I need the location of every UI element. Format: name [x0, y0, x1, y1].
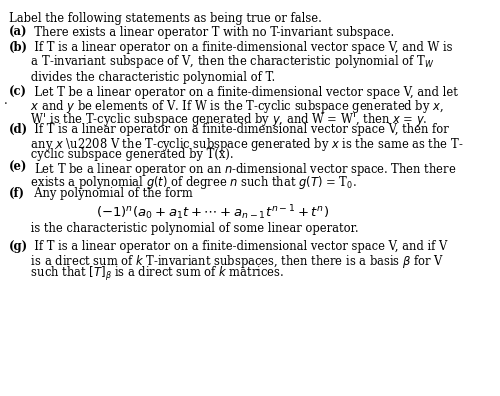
Text: cyclic subspace generated by T(x).: cyclic subspace generated by T(x).	[9, 148, 234, 162]
Text: (b): (b)	[9, 41, 28, 54]
Text: There exists a linear operator T with no T-invariant subspace.: There exists a linear operator T with no…	[27, 26, 394, 39]
Text: is a direct sum of $k$ T-invariant subspaces, then there is a basis $\beta$ for : is a direct sum of $k$ T-invariant subsp…	[9, 253, 444, 270]
Text: $(-1)^n(a_0 + a_1t + \cdots + a_{n-1}t^{n-1} + t^n)$: $(-1)^n(a_0 + a_1t + \cdots + a_{n-1}t^{…	[96, 203, 330, 222]
Text: If T is a linear operator on a finite-dimensional vector space V, and if V: If T is a linear operator on a finite-di…	[27, 240, 447, 253]
Text: divides the characteristic polynomial of T.: divides the characteristic polynomial of…	[9, 71, 276, 84]
Text: (e): (e)	[9, 162, 28, 174]
Text: (g): (g)	[9, 240, 28, 253]
Text: is the characteristic polynomial of some linear operator.: is the characteristic polynomial of some…	[9, 222, 358, 234]
Text: Label the following statements as being true or false.: Label the following statements as being …	[9, 12, 322, 25]
Text: W' is the T-cyclic subspace generated by $y$, and W = W', then $x$ = $y$.: W' is the T-cyclic subspace generated by…	[9, 111, 428, 128]
Text: Let T be a linear operator on an $n$-dimensional vector space. Then there: Let T be a linear operator on an $n$-dim…	[27, 162, 456, 179]
Text: (a): (a)	[9, 26, 28, 39]
Text: Let T be a linear operator on a finite-dimensional vector space V, and let: Let T be a linear operator on a finite-d…	[27, 86, 458, 99]
Text: (c): (c)	[9, 86, 27, 99]
Text: exists a polynomial $g(t)$ of degree $n$ such that $g(T)$ = T$_0$.: exists a polynomial $g(t)$ of degree $n$…	[9, 174, 356, 191]
Text: any $x$ \u2208 V the T-cyclic subspace generated by $x$ is the same as the T-: any $x$ \u2208 V the T-cyclic subspace g…	[9, 136, 464, 153]
Text: a T-invariant subspace of V, then the characteristic polynomial of T$_W$: a T-invariant subspace of V, then the ch…	[9, 53, 434, 70]
Text: If T is a linear operator on a finite-dimensional vector space V, then for: If T is a linear operator on a finite-di…	[27, 123, 448, 136]
Text: ·: ·	[4, 98, 8, 111]
Text: $x$ and $y$ be elements of V. If W is the T-cyclic subspace generated by $x$,: $x$ and $y$ be elements of V. If W is th…	[9, 98, 444, 115]
Text: (d): (d)	[9, 123, 28, 136]
Text: If T is a linear operator on a finite-dimensional vector space V, and W is: If T is a linear operator on a finite-di…	[27, 41, 452, 54]
Text: (f): (f)	[9, 187, 25, 200]
Text: such that $[T]_\beta$ is a direct sum of $k$ matrices.: such that $[T]_\beta$ is a direct sum of…	[9, 265, 284, 283]
Text: Any polynomial of the form: Any polynomial of the form	[27, 187, 192, 200]
